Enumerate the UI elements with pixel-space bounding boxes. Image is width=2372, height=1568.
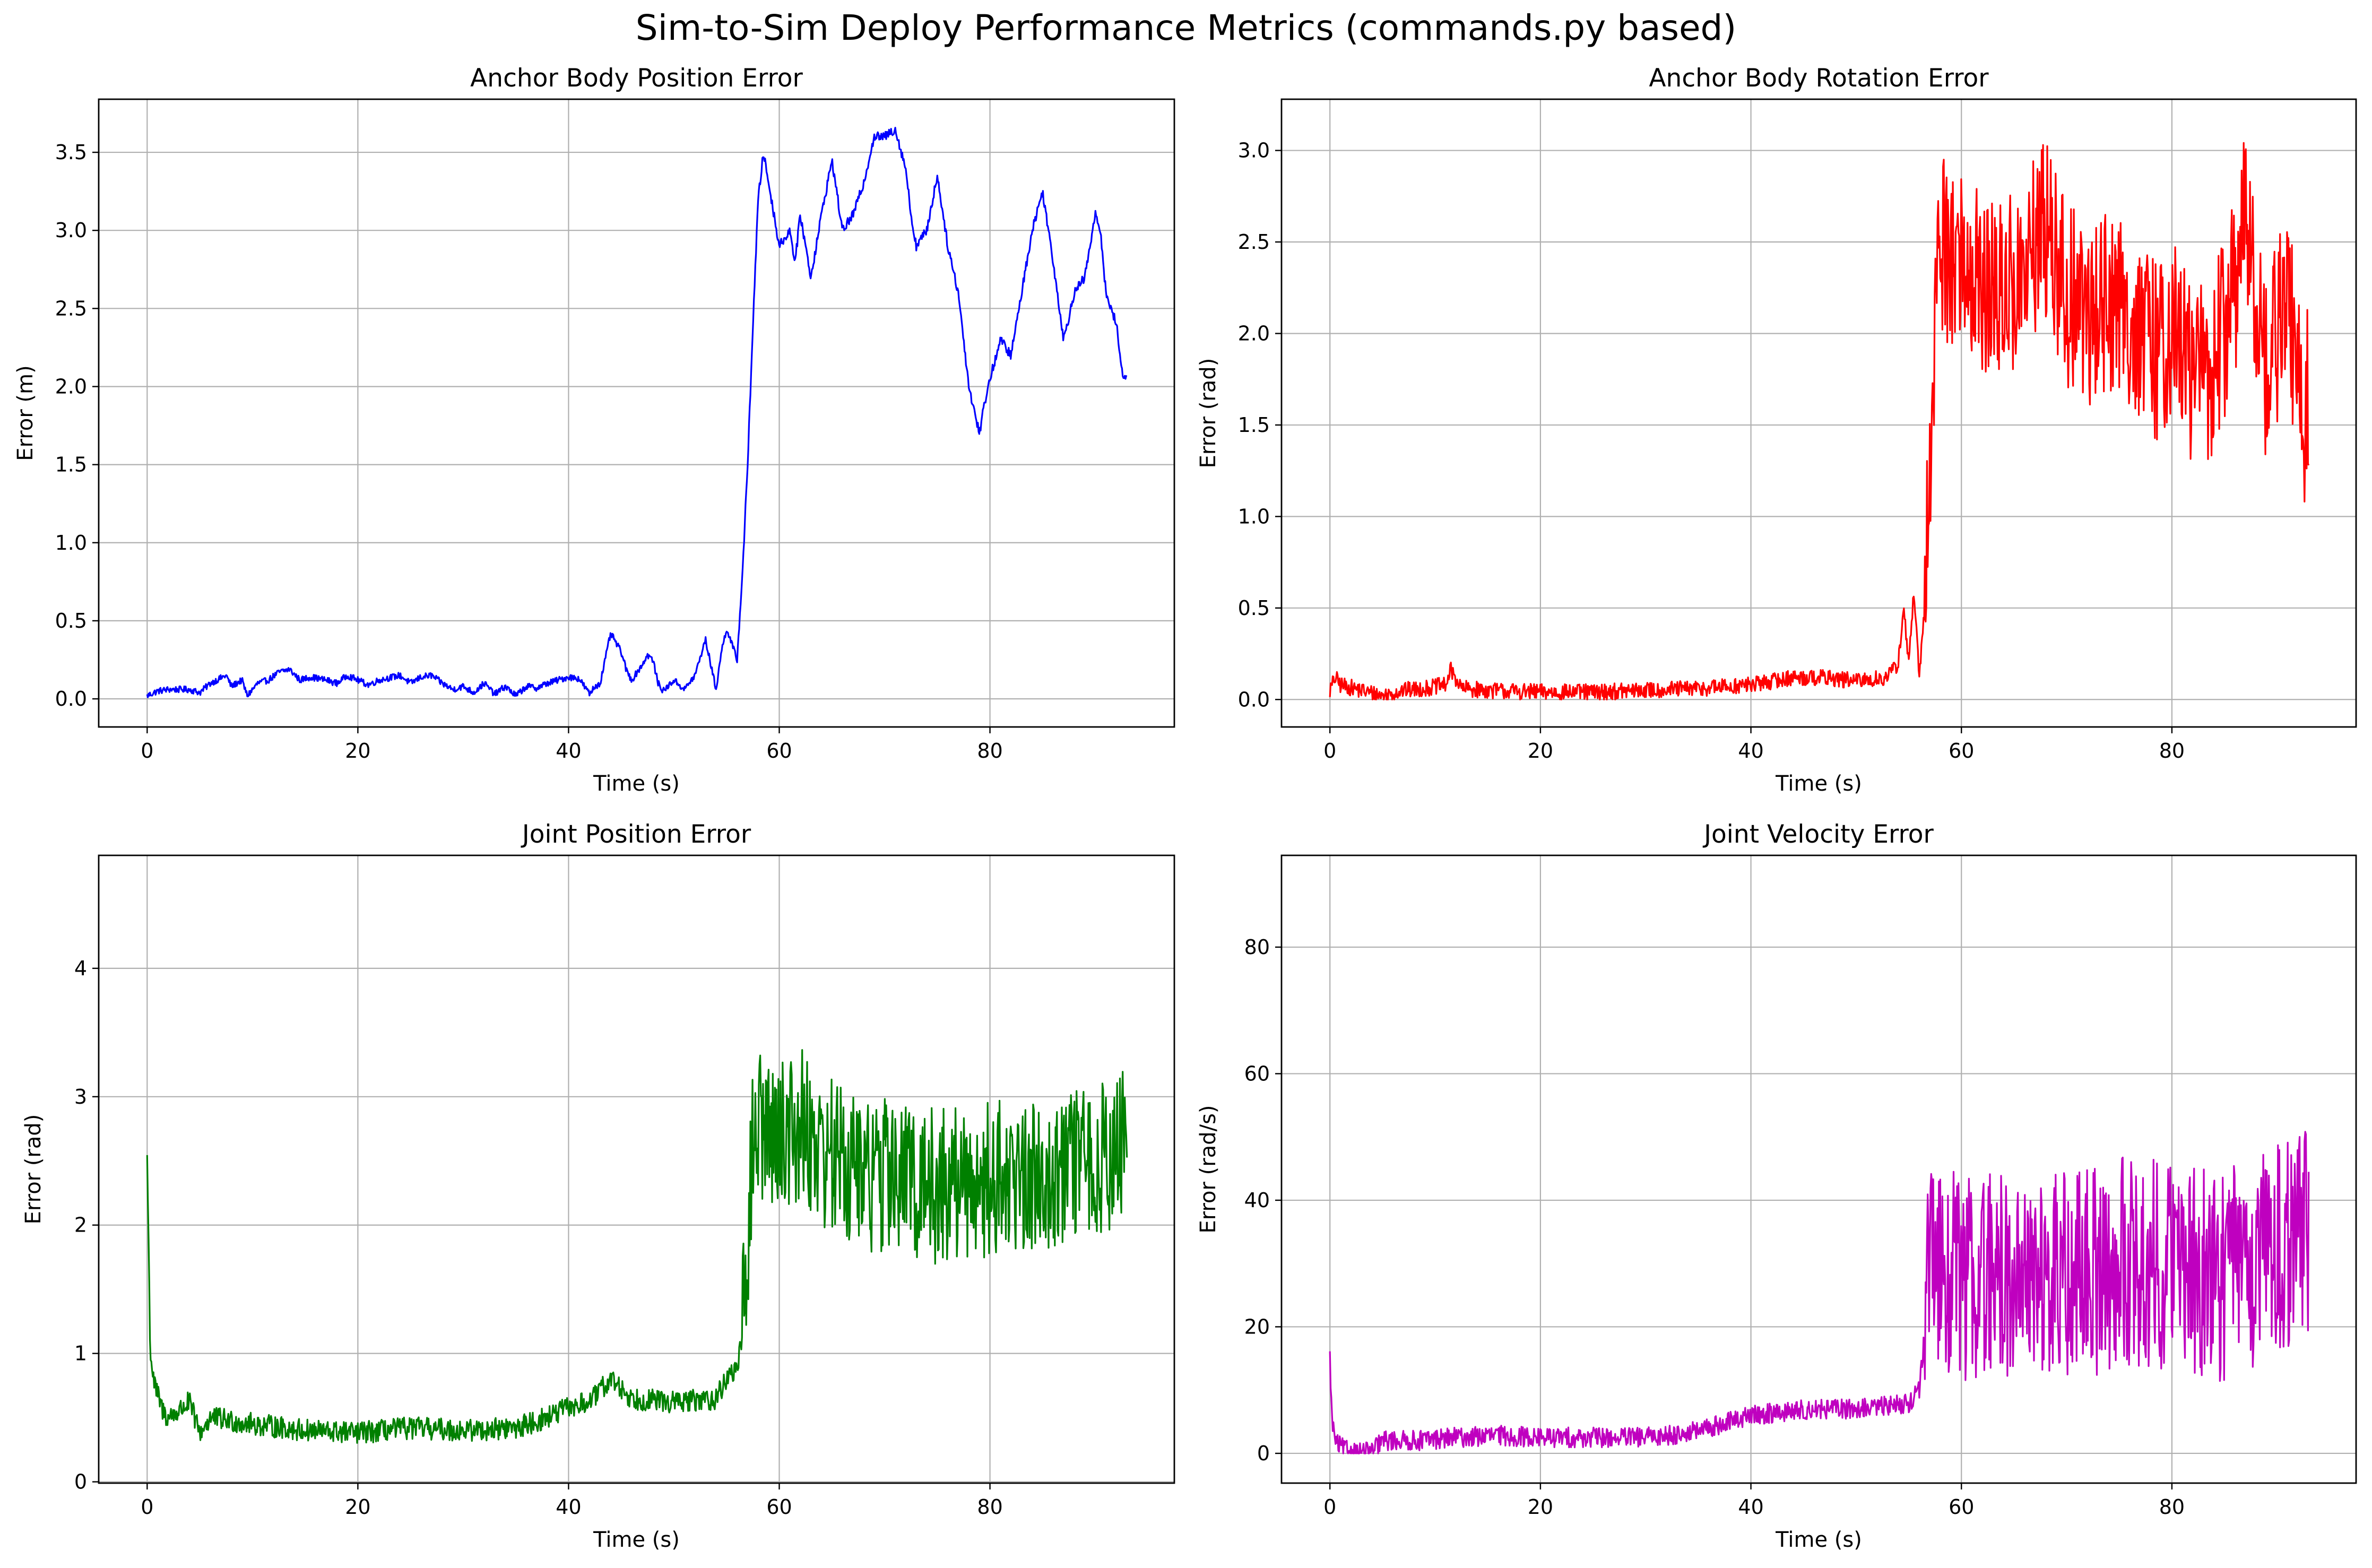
x-tick-label: 0 [1323, 1495, 1336, 1519]
x-tick-label: 60 [766, 739, 792, 763]
y-tick-label: 1.0 [55, 531, 87, 555]
x-tick-label: 0 [1323, 739, 1336, 763]
y-tick-label: 0.5 [55, 609, 87, 633]
subplot-anchor-rotation: 0 20 40 60 80 0.0 0.5 1.0 1.5 2.0 2.5 3.0 Anchor Bod… [1196, 64, 2357, 796]
subplot-title: Anchor Body Rotation Error [1649, 64, 1989, 93]
x-tick-label: 0 [141, 739, 153, 763]
subplot-title: Joint Velocity Error [1702, 820, 1934, 849]
y-tick-label: 4 [74, 957, 87, 980]
y-tick-label: 2.0 [1238, 322, 1270, 345]
x-tick-label: 60 [1949, 739, 1974, 763]
x-axis-label: Time (s) [1775, 1528, 1862, 1552]
y-tick-label: 80 [1244, 935, 1270, 959]
y-tick-label: 0 [74, 1470, 87, 1494]
subplot-joint-velocity: 0 20 40 60 80 0 20 40 60 80 Joint Velocity Error Ti… [1196, 820, 2357, 1552]
y-tick-label: 60 [1244, 1062, 1270, 1085]
y-axis-label: Error (rad/s) [1196, 1105, 1220, 1233]
y-tick-label: 3.0 [55, 219, 87, 242]
plot-frame [1280, 854, 2357, 1484]
subplot-anchor-position: 0 20 40 60 80 0.0 0.5 1.0 1.5 2.0 2.5 3.0 3.5 Anchor … [13, 64, 1175, 796]
x-tick-label: 20 [1528, 739, 1553, 763]
y-axis-label: Error (m) [13, 365, 38, 461]
y-tick-label: 3 [74, 1085, 87, 1108]
x-tick-label: 20 [345, 739, 370, 763]
y-tick-label: 0.5 [1238, 596, 1270, 620]
y-tick-label: 3.5 [55, 141, 87, 164]
y-axis-label: Error (rad) [1196, 358, 1220, 469]
x-tick-label: 0 [141, 1495, 153, 1519]
y-axis-label: Error (rad) [21, 1114, 46, 1225]
y-tick-label: 1.5 [55, 453, 87, 477]
y-tick-label: 40 [1244, 1189, 1270, 1212]
x-tick-label: 80 [2159, 739, 2185, 763]
y-tick-label: 2.5 [1238, 230, 1270, 254]
series-line [146, 1049, 1128, 1444]
y-tick-label: 3.0 [1238, 139, 1270, 162]
x-tick-label: 80 [977, 1495, 1002, 1519]
x-tick-label: 40 [1738, 739, 1763, 763]
y-tick-label: 20 [1244, 1315, 1270, 1338]
y-tick-label: 2.5 [55, 297, 87, 320]
x-tick-label: 20 [1528, 1495, 1553, 1519]
figure-title: Sim-to-Sim Deploy Performance Metrics (c… [635, 7, 1737, 48]
plot-frame [98, 854, 1175, 1484]
y-tick-label: 1.5 [1238, 413, 1270, 437]
subplot-title: Joint Position Error [521, 820, 751, 849]
plot-frame [1280, 98, 2357, 728]
y-tick-label: 0.0 [1238, 688, 1270, 711]
y-tick-label: 2.0 [55, 375, 87, 398]
subplot-title: Anchor Body Position Error [470, 64, 803, 93]
y-tick-label: 1.0 [1238, 505, 1270, 528]
y-tick-label: 1 [74, 1342, 87, 1365]
plot-frame [98, 98, 1175, 728]
x-tick-label: 40 [556, 1495, 581, 1519]
x-tick-label: 40 [556, 739, 581, 763]
subplot-joint-position: 0 20 40 60 80 0 1 2 3 4 Joint Position Error Time (… [21, 820, 1175, 1552]
x-tick-label: 40 [1738, 1495, 1763, 1519]
x-tick-label: 80 [2159, 1495, 2185, 1519]
y-tick-label: 0.0 [55, 687, 87, 711]
x-axis-label: Time (s) [593, 1528, 680, 1552]
y-tick-label: 0 [1257, 1442, 1270, 1465]
x-axis-label: Time (s) [1775, 772, 1862, 796]
x-tick-label: 80 [977, 739, 1002, 763]
x-tick-label: 60 [766, 1495, 792, 1519]
y-tick-label: 2 [74, 1214, 87, 1237]
series-line [146, 127, 1128, 698]
x-tick-label: 20 [345, 1495, 370, 1519]
x-tick-label: 60 [1949, 1495, 1974, 1519]
series-line [1329, 1131, 2310, 1454]
series-line [1329, 142, 2310, 700]
x-axis-label: Time (s) [593, 772, 680, 796]
